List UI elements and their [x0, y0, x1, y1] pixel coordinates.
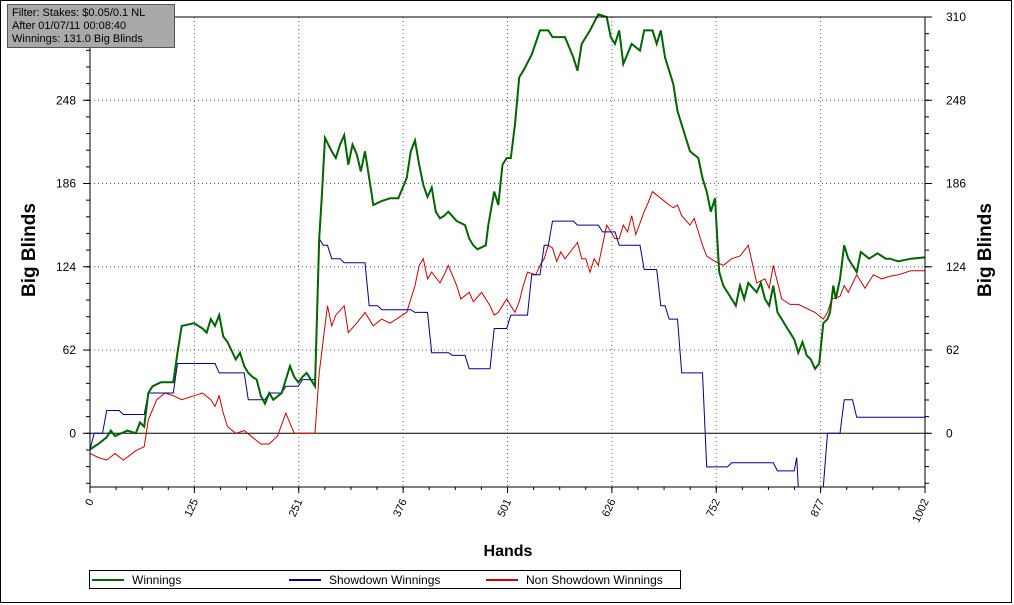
y-tick-label-left: 62	[63, 343, 77, 357]
legend-swatch-showdown	[289, 578, 321, 581]
series-line-winnings	[89, 13, 926, 451]
x-tick-label: 251	[287, 497, 306, 519]
x-axis-title: Hands	[483, 543, 533, 560]
plot-area	[90, 17, 925, 487]
y-tick-label-left: 124	[56, 260, 76, 274]
x-tick-label: 877	[809, 497, 828, 519]
y-tick-label-left: 248	[56, 93, 76, 107]
x-tick-label: 376	[391, 497, 410, 519]
y-tick-label-right: 310	[946, 10, 966, 24]
legend-swatch-non-showdown	[486, 578, 518, 581]
series-line-showdown	[89, 220, 925, 488]
y-tick-label-left: 0	[69, 426, 76, 440]
y-tick-label-right: 0	[946, 426, 953, 440]
y-tick-label-left: 186	[56, 177, 76, 191]
legend-swatch-winnings	[92, 578, 124, 581]
y-tick-label-right: 186	[946, 177, 966, 191]
legend-item-non-showdown: Non Showdown Winnings	[486, 571, 663, 588]
filter-date-text: After 01/07/11 00:08:40	[12, 20, 127, 32]
x-tick-label: 0	[83, 497, 96, 508]
legend-label-showdown: Showdown Winnings	[329, 572, 441, 587]
legend-label-non-showdown: Non Showdown Winnings	[526, 572, 663, 587]
x-tick-label: 752	[704, 497, 723, 519]
y-axis-title-right: Big Blinds	[975, 203, 996, 297]
x-tick-label: 125	[182, 497, 201, 519]
filter-info-box: Filter: Stakes: $0.05/0.1 NL After 01/07…	[7, 4, 175, 48]
filter-stakes-text: Filter: Stakes: $0.05/0.1 NL	[12, 7, 146, 19]
y-tick-label-right: 124	[946, 260, 966, 274]
y-tick-label-right: 248	[946, 93, 966, 107]
legend-item-showdown: Showdown Winnings	[289, 571, 440, 588]
x-tick-label: 1002	[910, 497, 931, 524]
y-tick-label-right: 62	[946, 343, 960, 357]
chart-legend: Winnings Showdown Winnings Non Showdown …	[89, 570, 681, 589]
plot-border	[89, 16, 926, 488]
legend-label-winnings: Winnings	[132, 572, 182, 587]
filter-winnings-text: Winnings: 131.0 Big Blinds	[12, 33, 143, 45]
x-tick-label: 626	[600, 497, 619, 519]
legend-item-winnings: Winnings	[92, 571, 181, 588]
y-axis-title-left: Big Blinds	[19, 203, 40, 297]
x-tick-label: 501	[496, 497, 515, 519]
